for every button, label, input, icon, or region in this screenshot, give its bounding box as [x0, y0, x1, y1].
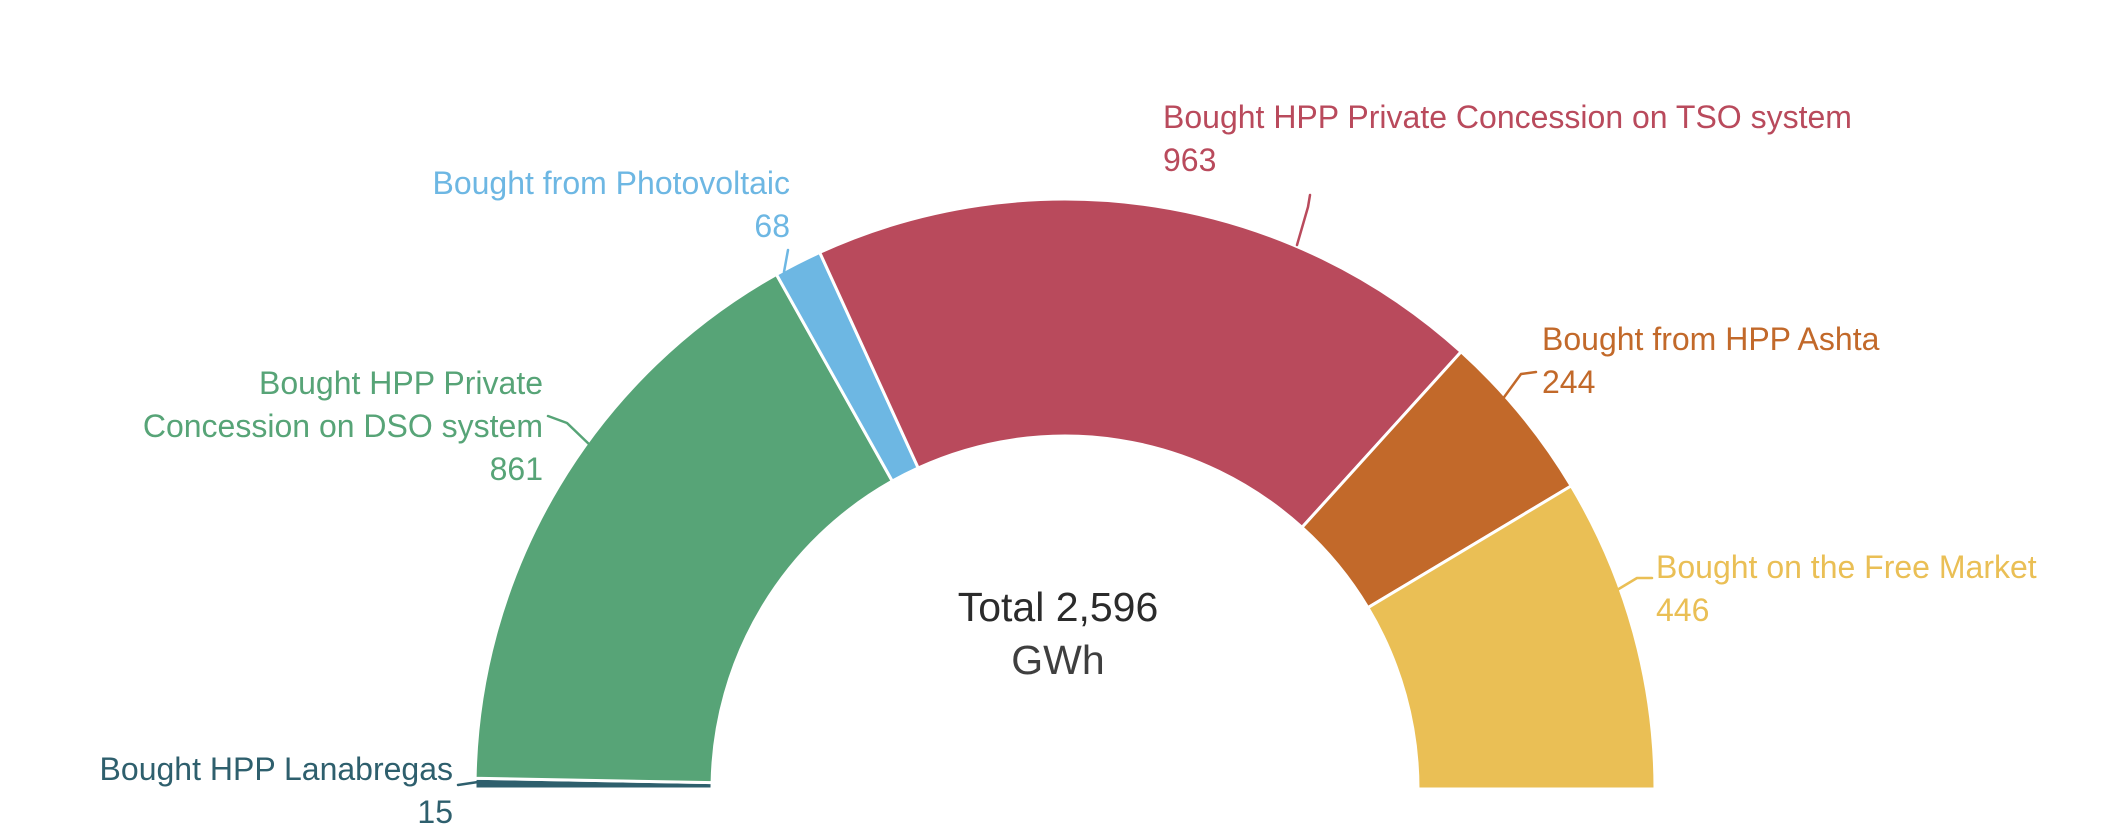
label-bought-hpp-private-concession-tso: Bought HPP Private Concession on TSO sys… [1163, 96, 1963, 182]
label-bought-from-photovoltaic-value: 68 [754, 208, 790, 244]
leader-line-0 [456, 780, 480, 787]
total-value-text: Total 2,596 [957, 584, 1159, 630]
leader-line-3 [1295, 193, 1312, 247]
label-bought-from-photovoltaic-name: Bought from Photovoltaic [432, 165, 790, 201]
label-bought-on-free-market-name: Bought on the Free Market [1656, 549, 2037, 585]
label-bought-from-hpp-ashta-value: 244 [1542, 364, 1596, 400]
label-bought-from-hpp-ashta: Bought from HPP Ashta 244 [1542, 318, 1992, 404]
donut-slices [473, 197, 1657, 791]
total-unit-text: GWh [1011, 637, 1105, 683]
slice-5[interactable] [1365, 483, 1657, 791]
chart-center-total: Total 2,596 GWh [958, 581, 1159, 687]
label-bought-from-photovoltaic: Bought from Photovoltaic 68 [290, 162, 790, 248]
leader-line-4 [1500, 370, 1538, 402]
leader-line-2 [782, 248, 790, 274]
label-bought-hpp-lanabregas: Bought HPP Lanabregas 15 [0, 748, 453, 834]
label-bought-hpp-private-concession-tso-value: 963 [1163, 142, 1217, 178]
label-bought-on-free-market-value: 446 [1656, 592, 1710, 628]
slice-3[interactable] [817, 197, 1464, 530]
leader-line-5 [1610, 576, 1654, 595]
leader-lines [456, 193, 1654, 787]
label-bought-hpp-private-concession-dso-name: Bought HPP Private Concession on DSO sys… [142, 365, 543, 444]
label-bought-hpp-private-concession-tso-name: Bought HPP Private Concession on TSO sys… [1163, 99, 1852, 135]
label-bought-hpp-private-concession-dso: Bought HPP Private Concession on DSO sys… [83, 362, 543, 491]
label-bought-hpp-private-concession-dso-value: 861 [489, 451, 543, 487]
label-bought-from-hpp-ashta-name: Bought from HPP Ashta [1542, 321, 1880, 357]
label-bought-hpp-lanabregas-value: 15 [417, 794, 453, 830]
leader-line-1 [546, 414, 594, 449]
slice-1[interactable] [473, 272, 895, 785]
label-bought-on-free-market: Bought on the Free Market 446 [1656, 546, 2102, 632]
label-bought-hpp-lanabregas-name: Bought HPP Lanabregas [99, 751, 453, 787]
